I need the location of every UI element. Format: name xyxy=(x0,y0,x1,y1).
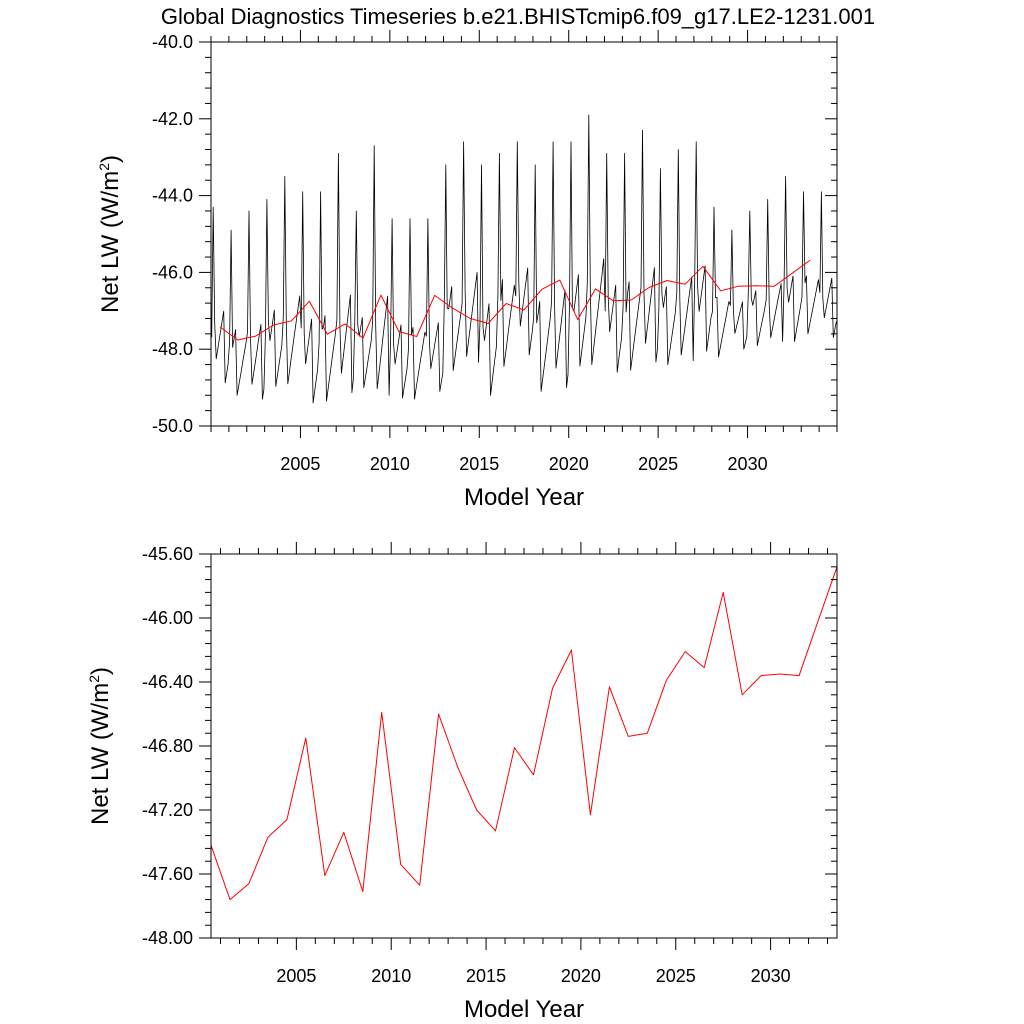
series-line-annual-mean xyxy=(210,566,838,901)
x-tick-label: 2030 xyxy=(728,454,768,474)
plot-frame xyxy=(210,41,838,427)
y-axis-title-superscript: 2 xyxy=(86,675,102,683)
panel-1: -50.0 -48.0 -46.0 -44.0 -42.0 -40.0 2005 2010 20… xyxy=(96,30,838,511)
series-line-monthly xyxy=(211,114,837,404)
y-tick-label: -40.0 xyxy=(152,32,193,52)
x-tick-label: 2025 xyxy=(656,966,696,986)
y-tick-label: -47.60 xyxy=(142,864,193,884)
x-tick-label: 2020 xyxy=(549,454,589,474)
x-tick-label: 2005 xyxy=(280,454,320,474)
y-axis-title-text: Net LW (W/m xyxy=(97,171,124,313)
y-axis-title-close: ) xyxy=(87,667,114,675)
y-tick-label: -48.0 xyxy=(152,339,193,359)
x-tick-label: 2030 xyxy=(751,966,791,986)
plot-frame xyxy=(210,553,838,939)
y-axis-title-close: ) xyxy=(97,155,124,163)
chart-title: Global Diagnostics Timeseries b.e21.BHIS… xyxy=(161,4,875,29)
x-tick-label: 2015 xyxy=(466,966,506,986)
y-tick-label: -42.0 xyxy=(152,109,193,129)
x-tick-label: 2010 xyxy=(371,966,411,986)
x-axis-title: Model Year xyxy=(464,996,584,1023)
y-axis-title-text: Net LW (W/m xyxy=(87,683,114,825)
y-tick-label: -44.0 xyxy=(152,186,193,206)
x-tick-label: 2005 xyxy=(276,966,316,986)
y-axis-title: Net LW (W/m2) xyxy=(86,667,114,825)
y-axis-title-superscript: 2 xyxy=(96,163,112,171)
x-tick-label: 2020 xyxy=(561,966,601,986)
y-tick-label: -46.0 xyxy=(152,262,193,282)
y-tick-label: -50.0 xyxy=(152,416,193,436)
series-line-annual-mean xyxy=(219,259,811,341)
x-axis-title: Model Year xyxy=(464,484,584,511)
y-axis-title: Net LW (W/m2) xyxy=(96,155,124,313)
y-tick-label: -45.60 xyxy=(142,544,193,564)
x-tick-label: 2025 xyxy=(638,454,678,474)
y-tick-label: -47.20 xyxy=(142,800,193,820)
y-tick-label: -46.40 xyxy=(142,672,193,692)
x-tick-label: 2010 xyxy=(370,454,410,474)
y-tick-label: -46.00 xyxy=(142,608,193,628)
y-tick-label: -46.80 xyxy=(142,736,193,756)
panel-2: -48.00 -47.60 -47.20 -46.80 -46.40 -46.00 -45.… xyxy=(86,542,838,1023)
x-tick-label: 2015 xyxy=(459,454,499,474)
y-tick-label: -48.00 xyxy=(142,928,193,948)
